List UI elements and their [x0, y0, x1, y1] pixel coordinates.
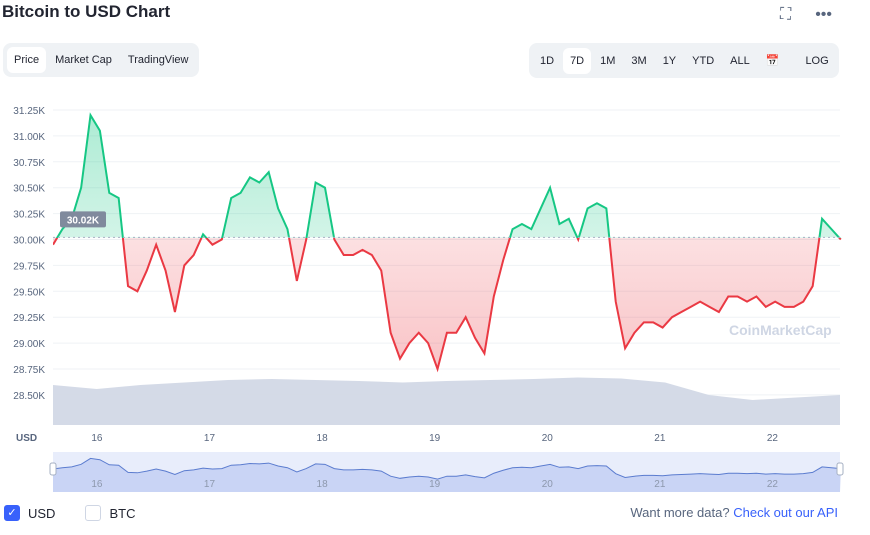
x-tick-label: 20	[542, 433, 554, 444]
y-tick-label: 29.50K	[13, 287, 45, 298]
more-icon[interactable]: •••	[815, 6, 832, 23]
y-tick-label: 31.25K	[13, 106, 45, 117]
usd-checkbox[interactable]: ✓	[4, 505, 20, 521]
y-axis-unit: USD	[16, 433, 37, 444]
navigator-tick-label: 21	[654, 479, 666, 490]
y-tick-label: 29.00K	[13, 339, 45, 350]
navigator-tick-label: 20	[542, 479, 554, 490]
range-1y[interactable]: 1Y	[662, 54, 677, 67]
x-tick-label: 21	[654, 433, 666, 444]
baseline-badge	[60, 211, 106, 228]
navigator-tick-label: 22	[767, 479, 779, 490]
currency-legend: ✓ USD BTC	[4, 505, 135, 521]
area-above-baseline	[53, 115, 841, 238]
area-below-baseline	[53, 238, 841, 369]
x-tick-label: 16	[91, 433, 103, 444]
y-tick-label: 28.50K	[13, 391, 45, 402]
x-tick-label: 18	[317, 433, 329, 444]
api-text: Want more data?	[630, 505, 730, 520]
navigator-line	[52, 457, 841, 480]
price-line-down	[53, 238, 842, 373]
volume-area	[53, 377, 840, 425]
btc-label: BTC	[109, 505, 136, 521]
navigator-tick-label: 19	[429, 479, 441, 490]
navigator-tick-label: 16	[91, 479, 103, 490]
range-all[interactable]: ALL	[730, 54, 750, 67]
navigator-area	[53, 458, 841, 492]
range-1m[interactable]: 1M	[600, 54, 616, 67]
baseline-label: 30.02K	[67, 215, 100, 226]
usd-label: USD	[28, 505, 56, 521]
api-link[interactable]: Check out our API	[733, 505, 838, 520]
page-title: Bitcoin to USD Chart	[2, 2, 171, 21]
navigator-tick-label: 17	[204, 479, 216, 490]
tab-tradingview[interactable]: TradingView	[127, 54, 189, 66]
log-toggle[interactable]: LOG	[805, 54, 829, 67]
range-1d[interactable]: 1D	[540, 54, 555, 67]
y-tick-label: 28.75K	[13, 365, 45, 376]
navigator-handle[interactable]	[836, 462, 844, 476]
tab-market-cap[interactable]: Market Cap	[55, 54, 112, 66]
y-tick-label: 30.75K	[13, 158, 45, 169]
y-tick-label: 30.25K	[13, 210, 45, 221]
x-tick-label: 22	[767, 433, 779, 444]
api-promo: Want more data? Check out our API	[630, 505, 838, 520]
y-tick-label: 30.00K	[13, 236, 45, 247]
calendar-icon[interactable]: 📅	[765, 55, 780, 67]
navigator-handle[interactable]	[49, 462, 57, 476]
x-tick-label: 17	[204, 433, 216, 444]
y-tick-label: 30.50K	[13, 184, 45, 195]
y-tick-label: 29.75K	[13, 261, 45, 272]
tab-price[interactable]: Price	[7, 47, 47, 73]
range-7d[interactable]: 7D	[563, 47, 592, 74]
range-ytd[interactable]: YTD	[692, 54, 715, 67]
btc-checkbox[interactable]	[85, 505, 102, 521]
y-tick-label: 29.25K	[13, 313, 45, 324]
navigator-tick-label: 18	[317, 479, 329, 490]
expand-icon[interactable]: ⛶	[779, 6, 792, 23]
range-3m[interactable]: 3M	[631, 54, 647, 67]
watermark: CoinMarketCap	[729, 322, 832, 338]
price-chart[interactable]: 28.50K 28.75K 29.00K 29.25K 29.50K 29.75K 30.0…	[0, 0, 870, 500]
range-selector: 1D 7D 1M 3M 1Y YTD ALL 📅 LOG	[529, 43, 839, 78]
x-tick-label: 19	[429, 433, 441, 444]
chart-type-tabs: Price Market Cap TradingView	[3, 43, 200, 77]
y-tick-label: 31.00K	[13, 132, 45, 143]
